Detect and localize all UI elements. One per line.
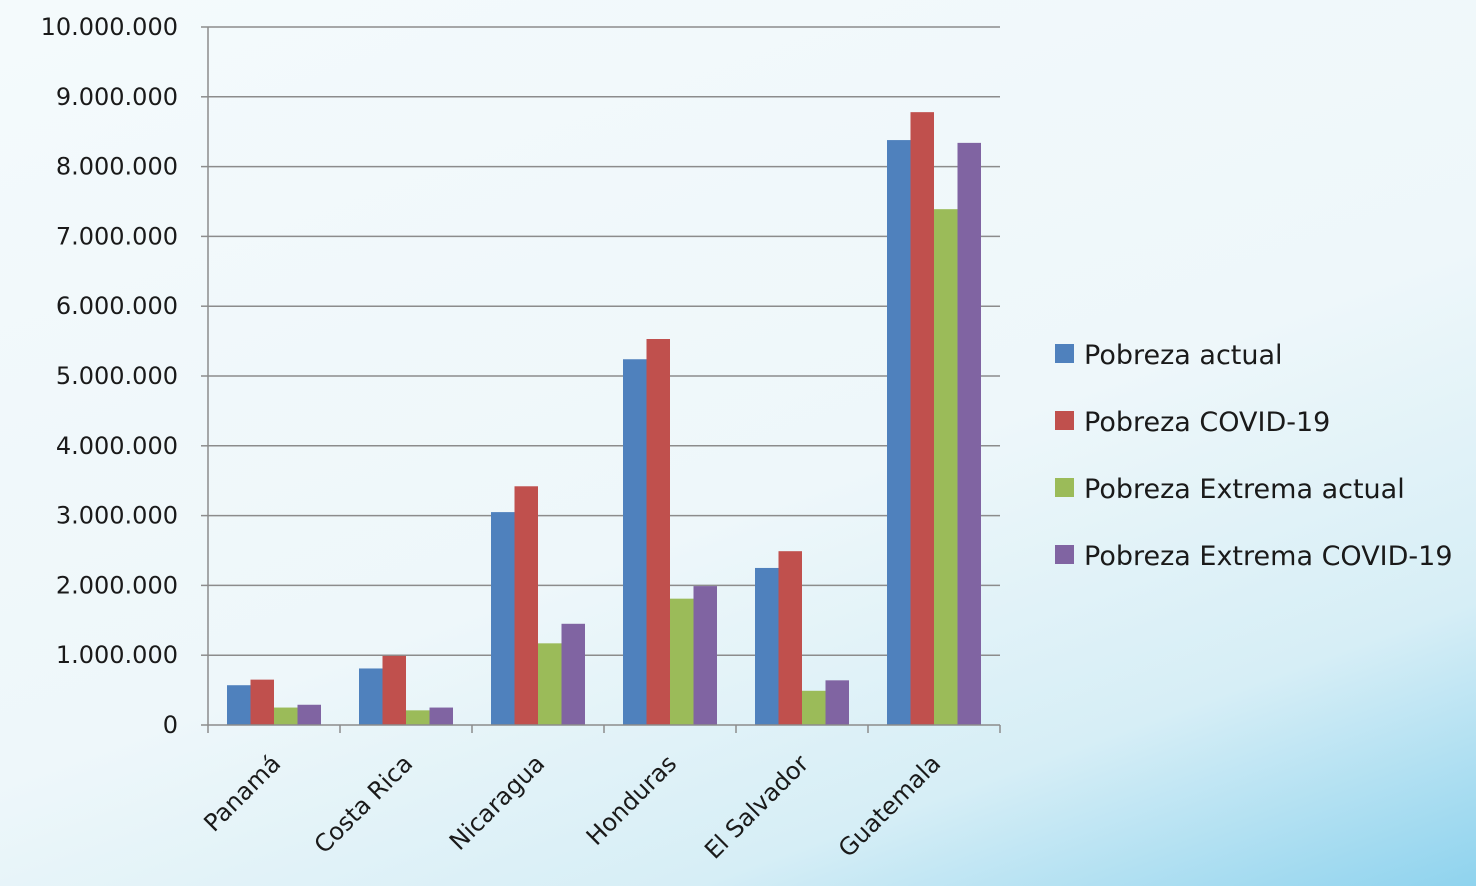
x-tick-labels: Panamá Costa Rica Nicaragua Honduras El Salv… (198, 749, 946, 864)
legend-label: Pobreza Extrema actual (1084, 474, 1405, 505)
bar-pobreza-extrema-covid-19-3 (693, 586, 717, 725)
x-tick-label: Nicaragua (444, 749, 550, 855)
bar-pobreza-actual-5 (887, 140, 911, 726)
bar-pobreza-extrema-covid-19-0 (297, 704, 321, 725)
bar-pobreza-covid-19-2 (514, 486, 538, 725)
x-tick-label: Honduras (581, 749, 682, 850)
bar-pobreza-covid-19-1 (382, 655, 406, 725)
bar-pobreza-covid-19-3 (646, 339, 670, 725)
bar-pobreza-covid-19-5 (910, 112, 934, 725)
y-tick-label: 1.000.000 (56, 641, 178, 669)
bar-pobreza-actual-0 (227, 685, 251, 725)
bar-pobreza-extrema-actual-4 (802, 690, 826, 725)
legend-label: Pobreza actual (1084, 340, 1283, 371)
legend-swatch (1055, 344, 1074, 363)
bar-pobreza-extrema-covid-19-2 (561, 623, 585, 725)
legend-swatch (1055, 411, 1074, 430)
bar-pobreza-actual-1 (359, 668, 383, 725)
y-tick-label: 9.000.000 (56, 83, 178, 111)
bar-pobreza-covid-19-4 (778, 551, 802, 725)
x-tick-label: El Salvador (699, 749, 814, 864)
x-tick-label: Guatemala (833, 749, 946, 862)
y-tick-label: 2.000.000 (56, 571, 178, 599)
bar-pobreza-extrema-covid-19-4 (825, 680, 849, 725)
y-tick-label: 4.000.000 (56, 432, 178, 460)
bar-pobreza-extrema-actual-2 (538, 643, 562, 725)
y-tick-label: 0 (163, 711, 178, 739)
y-tick-label: 7.000.000 (56, 222, 178, 250)
bar-pobreza-extrema-actual-3 (670, 598, 694, 725)
legend: Pobreza actual Pobreza COVID-19 Pobreza Ex… (1055, 340, 1453, 572)
y-tick-label: 5.000.000 (56, 362, 178, 390)
x-tick-label: Costa Rica (309, 749, 419, 859)
y-tick-labels: 0 1.000.000 2.000.000 3.000.000 4.000.000 5.0… (41, 13, 178, 739)
bars (227, 112, 981, 726)
bar-pobreza-extrema-covid-19-1 (429, 707, 453, 725)
bar-pobreza-extrema-actual-1 (406, 710, 430, 725)
legend-swatch (1055, 478, 1074, 497)
legend-swatch (1055, 545, 1074, 564)
bar-pobreza-extrema-covid-19-5 (957, 142, 981, 726)
bar-pobreza-actual-3 (623, 359, 647, 725)
y-tick-label: 3.000.000 (56, 502, 178, 530)
y-tick-label: 6.000.000 (56, 292, 178, 320)
bar-pobreza-covid-19-0 (250, 679, 274, 725)
y-tick-label: 10.000.000 (41, 13, 178, 41)
bar-pobreza-extrema-actual-5 (934, 209, 958, 726)
gridlines (208, 26, 1000, 656)
y-tick-label: 8.000.000 (56, 153, 178, 181)
bar-pobreza-actual-2 (491, 512, 515, 725)
bar-pobreza-actual-4 (755, 567, 779, 725)
legend-label: Pobreza COVID-19 (1084, 407, 1330, 438)
bar-pobreza-extrema-actual-0 (274, 707, 298, 725)
axes (201, 26, 1001, 733)
legend-label: Pobreza Extrema COVID-19 (1084, 541, 1453, 572)
x-tick-label: Panamá (198, 749, 286, 837)
